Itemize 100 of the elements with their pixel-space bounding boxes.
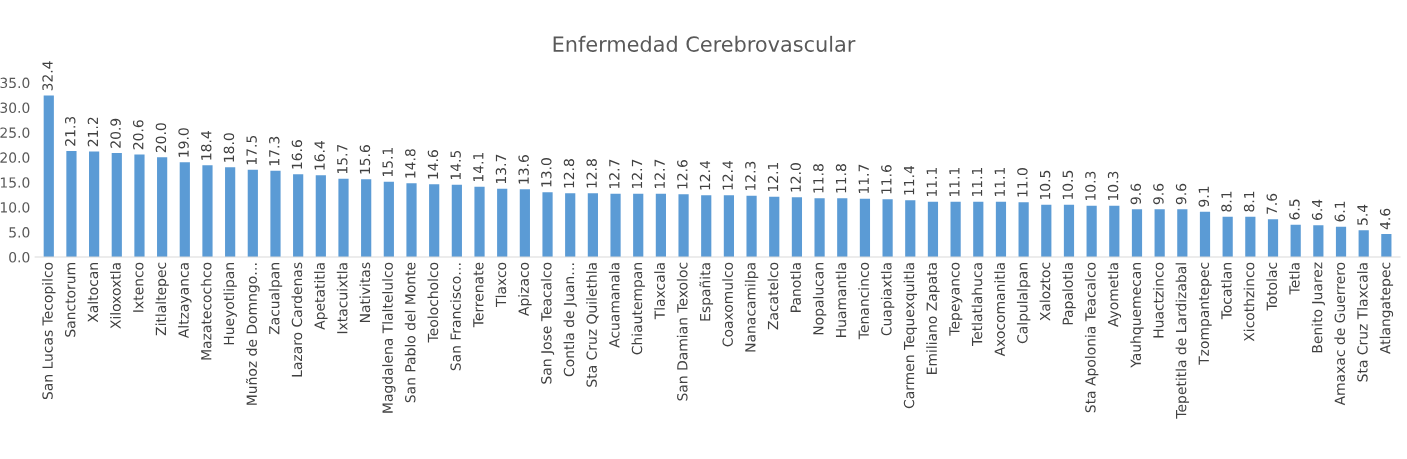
x-tick-label: San Francisco… — [450, 263, 461, 371]
bar — [179, 162, 190, 258]
bar — [429, 184, 440, 258]
x-tick-label: Nativitas — [359, 262, 371, 323]
data-label: 11.1 — [994, 167, 1005, 197]
x-tick-label: Sta Cruz Tlaxcala — [1356, 263, 1368, 382]
x-tick-label: Tetla — [1288, 263, 1300, 295]
data-label: 9.6 — [1153, 183, 1164, 205]
bar — [247, 169, 258, 258]
bar — [451, 184, 462, 258]
bar — [89, 151, 100, 258]
bar — [157, 157, 168, 258]
data-label: 11.1 — [949, 167, 960, 197]
data-label: 12.8 — [586, 159, 597, 188]
data-label: 20.0 — [155, 123, 167, 153]
data-label: 9.6 — [1175, 183, 1187, 205]
bar — [1018, 202, 1029, 258]
data-label: 13.0 — [541, 158, 552, 187]
x-tick-label: Terrenate — [473, 262, 484, 328]
data-label: 16.4 — [314, 141, 325, 170]
data-label: 17.5 — [246, 135, 257, 165]
x-tick-label: San Pablo del Monte — [404, 262, 416, 403]
bar — [791, 197, 803, 258]
data-label: 12.8 — [563, 159, 575, 188]
bar — [746, 195, 757, 258]
bar — [270, 170, 281, 258]
bar — [1222, 216, 1233, 258]
bar — [701, 195, 712, 258]
x-tick-label: Españita — [699, 263, 714, 321]
data-label: 20.9 — [110, 118, 121, 148]
data-label: 11.0 — [1017, 168, 1028, 197]
data-label: 6.1 — [1334, 201, 1346, 222]
bar — [202, 165, 213, 258]
bar — [927, 201, 939, 258]
x-tick-label: Sta Cruz Quilethla — [586, 263, 599, 387]
bar — [134, 154, 145, 258]
bar — [1041, 204, 1052, 258]
data-label: 8.1 — [1243, 191, 1255, 212]
x-tick-label: Calpulalpan — [1016, 263, 1031, 344]
bar — [610, 193, 621, 258]
x-tick-label: Xaloztoc — [1039, 262, 1051, 321]
x-tick-label: Tenancinco — [858, 262, 869, 340]
bar — [837, 198, 848, 258]
bar — [519, 189, 530, 258]
data-label: 11.6 — [881, 165, 892, 194]
data-label: 14.6 — [427, 150, 439, 179]
y-tick-label: 5.0 — [9, 227, 30, 238]
y-tick-label: 10.0 — [0, 202, 30, 213]
bar — [1199, 211, 1211, 258]
data-label: 13.7 — [495, 154, 507, 184]
data-label: 6.5 — [1289, 199, 1300, 220]
data-label: 16.6 — [291, 140, 303, 169]
data-label: 4.6 — [1379, 208, 1391, 230]
x-tick-label: Magdalena Tlaltelulco — [382, 262, 396, 413]
bar — [66, 150, 77, 258]
bar — [859, 198, 871, 258]
bar — [1358, 230, 1369, 258]
bar — [1086, 205, 1097, 258]
bar — [338, 178, 349, 258]
x-tick-label: Ixtacuixtla — [336, 263, 348, 334]
x-tick-label: Xiloxoxtla — [110, 263, 121, 329]
x-tick-label: Tlaxcala — [654, 263, 665, 320]
bar — [1313, 225, 1324, 258]
bar — [361, 179, 372, 258]
bar — [882, 199, 893, 258]
bar — [542, 192, 553, 258]
bar — [905, 200, 916, 258]
x-tick-label: Tepeyanco — [949, 262, 963, 336]
bar — [111, 152, 122, 258]
bar — [383, 181, 394, 258]
x-tick-label: Totolac — [1266, 262, 1278, 311]
x-tick-label: Muñoz de Domngo… — [245, 263, 260, 405]
y-tick-label: 20.0 — [0, 152, 30, 163]
x-tick-label: Hueyotlipan — [223, 263, 237, 345]
x-tick-label: Panotla — [790, 263, 801, 312]
y-tick-label: 25.0 — [0, 127, 30, 138]
x-tick-label: Ayometla — [1107, 263, 1122, 327]
data-label: 9.1 — [1198, 186, 1210, 207]
x-tick-label: Cuapiaxtla — [880, 263, 895, 336]
x-tick-label: San Jose Teacalco — [540, 262, 555, 384]
x-tick-label: Apizaco — [518, 262, 532, 316]
bar — [633, 193, 644, 258]
data-label: 9.6 — [1130, 183, 1142, 205]
bar — [293, 174, 304, 258]
x-tick-label: Huactzinco — [1152, 262, 1164, 338]
bar — [1381, 234, 1392, 258]
data-label: 12.4 — [722, 160, 733, 190]
x-tick-label: Zacatelco — [767, 262, 779, 330]
x-tick-label: Xicothzinco — [1243, 262, 1255, 342]
bar — [950, 201, 961, 258]
data-label: 21.2 — [87, 117, 98, 147]
data-label: 14.1 — [473, 152, 484, 182]
x-tick-label: Benito Juarez — [1311, 262, 1325, 353]
data-label: 18.0 — [223, 133, 235, 162]
x-tick-label: Xaltocan — [87, 263, 99, 323]
data-label: 14.5 — [450, 150, 461, 180]
x-tick-label: Carmen Tequexquitla — [903, 263, 917, 409]
x-tick-label: Axocomanitla — [994, 263, 1005, 357]
data-label: 12.7 — [609, 159, 620, 189]
x-tick-label: Tepetitla de Lardizabal — [1175, 263, 1190, 419]
